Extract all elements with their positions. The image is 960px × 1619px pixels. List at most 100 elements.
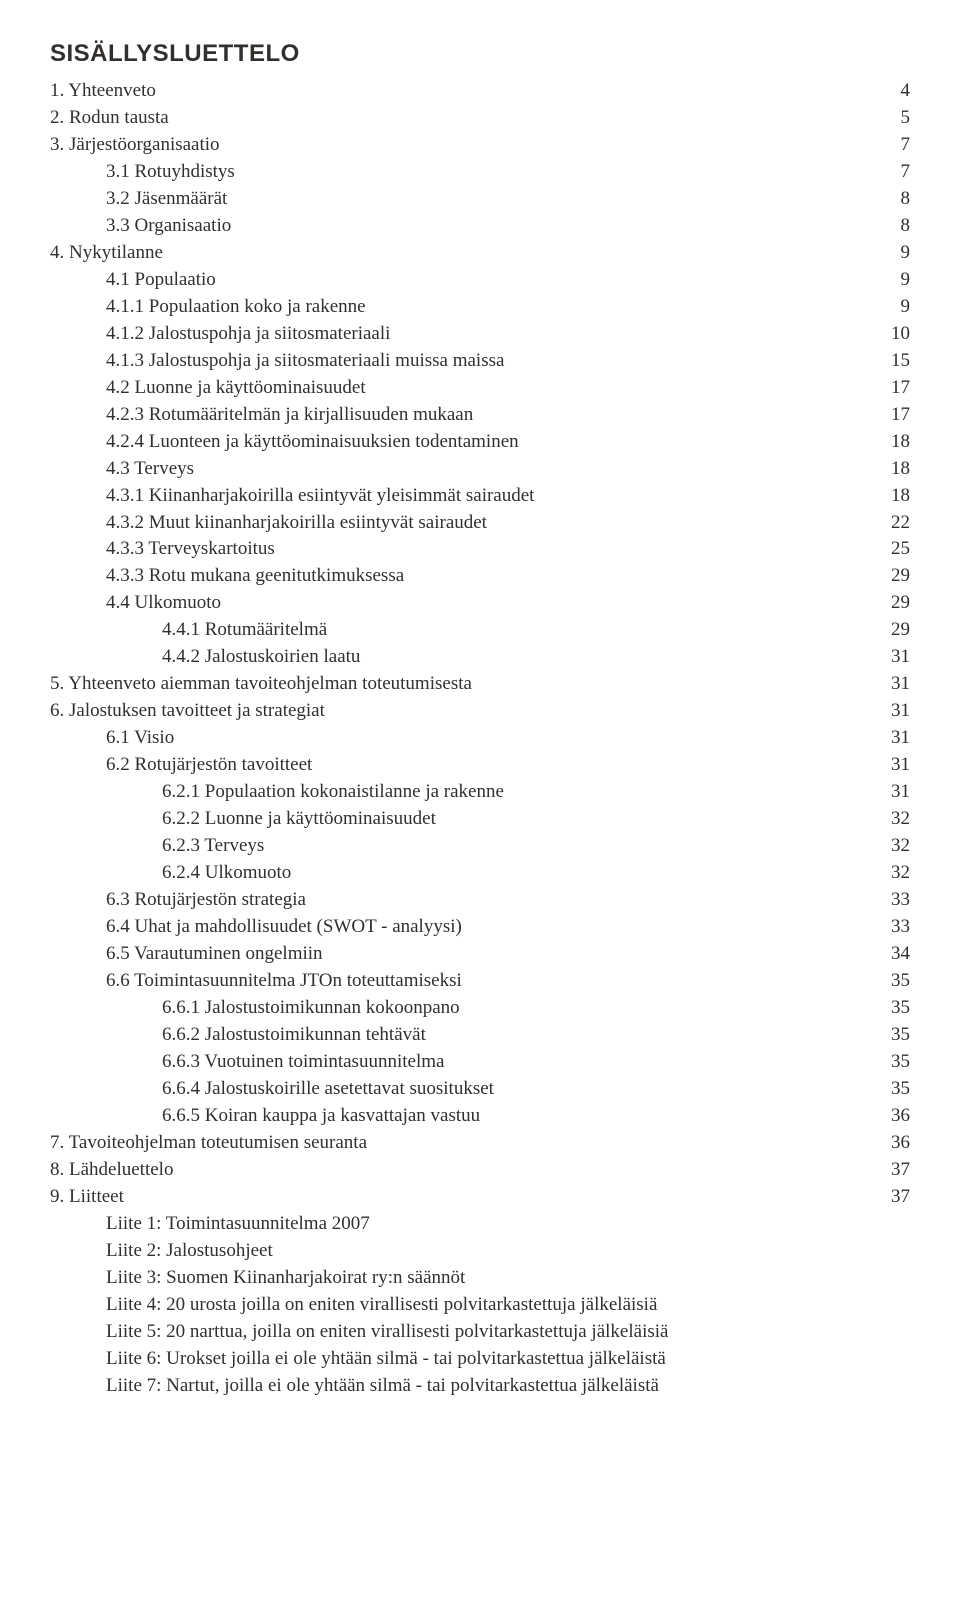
toc-row: 6.6.2 Jalostustoimikunnan tehtävät35 (50, 1022, 910, 1049)
toc-label: 6.6.1 Jalostustoimikunnan kokoonpano (50, 995, 460, 1022)
toc-label: 6.6.5 Koiran kauppa ja kasvattajan vastu… (50, 1103, 480, 1130)
toc-row: Liite 4: 20 urosta joilla on eniten vira… (50, 1292, 910, 1319)
toc-page-number: 31 (870, 644, 910, 671)
toc-row: 3.2 Jäsenmäärät8 (50, 186, 910, 213)
toc-row: 4.1.3 Jalostuspohja ja siitosmateriaali … (50, 348, 910, 375)
toc-label: 6.1 Visio (50, 725, 174, 752)
toc-page-number: 37 (870, 1157, 910, 1184)
toc-row: 9. Liitteet 37 (50, 1184, 910, 1211)
toc-page-number: 9 (870, 294, 910, 321)
toc-row: 6.2.3 Terveys32 (50, 833, 910, 860)
toc-page-number: 32 (870, 860, 910, 887)
toc-label: Liite 1: Toimintasuunnitelma 2007 (50, 1211, 370, 1238)
toc-label: 4.3.3 Terveyskartoitus (50, 536, 275, 563)
toc-label: Liite 6: Urokset joilla ei ole yhtään si… (50, 1346, 666, 1373)
toc-label: 3.3 Organisaatio (50, 213, 231, 240)
toc-row: 3.1 Rotuyhdistys7 (50, 159, 910, 186)
toc-row: 4.3 Terveys18 (50, 456, 910, 483)
toc-page-number: 32 (870, 806, 910, 833)
toc-label: 4.3.2 Muut kiinanharjakoirilla esiintyvä… (50, 510, 487, 537)
toc-page-number: 31 (870, 752, 910, 779)
toc-page-number: 9 (870, 240, 910, 267)
toc-row: 3. Järjestöorganisaatio 7 (50, 132, 910, 159)
toc-label: 6.6 Toimintasuunnitelma JTOn toteuttamis… (50, 968, 462, 995)
toc-label: 6.4 Uhat ja mahdollisuudet (SWOT - analy… (50, 914, 462, 941)
toc-page-number: 18 (870, 456, 910, 483)
toc-row: Liite 3: Suomen Kiinanharjakoirat ry:n s… (50, 1265, 910, 1292)
toc-label: 6.2 Rotujärjestön tavoitteet (50, 752, 312, 779)
toc-row: Liite 6: Urokset joilla ei ole yhtään si… (50, 1346, 910, 1373)
toc-row: Liite 1: Toimintasuunnitelma 2007 (50, 1211, 910, 1238)
toc-label: 7. Tavoiteohjelman toteutumisen seuranta (50, 1130, 367, 1157)
toc-row: 4.1 Populaatio 9 (50, 267, 910, 294)
toc-row: 5. Yhteenveto aiemman tavoiteohjelman to… (50, 671, 910, 698)
toc-row: 6.2.4 Ulkomuoto32 (50, 860, 910, 887)
toc-page-number: 7 (870, 132, 910, 159)
toc-page-number: 32 (870, 833, 910, 860)
toc-row: 4.2 Luonne ja käyttöominaisuudet17 (50, 375, 910, 402)
toc-row: 6.2.2 Luonne ja käyttöominaisuudet32 (50, 806, 910, 833)
toc-row: 6.6 Toimintasuunnitelma JTOn toteuttamis… (50, 968, 910, 995)
toc-page-number: 9 (870, 267, 910, 294)
toc-page-number: 29 (870, 590, 910, 617)
toc-label: 3. Järjestöorganisaatio (50, 132, 220, 159)
toc-label: Liite 2: Jalostusohjeet (50, 1238, 273, 1265)
toc-row: 8. Lähdeluettelo 37 (50, 1157, 910, 1184)
toc-page-number: 37 (870, 1184, 910, 1211)
toc-page-number: 18 (870, 483, 910, 510)
toc-row: Liite 7: Nartut, joilla ei ole yhtään si… (50, 1373, 910, 1400)
toc-page-number: 31 (870, 725, 910, 752)
toc-label: 6. Jalostuksen tavoitteet ja strategiat (50, 698, 325, 725)
toc-row: 4. Nykytilanne9 (50, 240, 910, 267)
toc-page-number: 22 (870, 510, 910, 537)
toc-page-number: 31 (870, 698, 910, 725)
toc-row: 4.3.2 Muut kiinanharjakoirilla esiintyvä… (50, 510, 910, 537)
toc-row: 1. Yhteenveto 4 (50, 78, 910, 105)
toc-row: 4.4 Ulkomuoto29 (50, 590, 910, 617)
toc-row: 4.1.1 Populaation koko ja rakenne9 (50, 294, 910, 321)
toc-page-number: 33 (870, 887, 910, 914)
toc-page-number: 10 (870, 321, 910, 348)
toc-page-number: 15 (870, 348, 910, 375)
toc-row: 3.3 Organisaatio 8 (50, 213, 910, 240)
toc-label: Liite 5: 20 narttua, joilla on eniten vi… (50, 1319, 668, 1346)
toc-page-number: 4 (870, 78, 910, 105)
toc-row: 4.3.1 Kiinanharjakoirilla esiintyvät yle… (50, 483, 910, 510)
toc-label: 6.5 Varautuminen ongelmiin (50, 941, 323, 968)
toc-label: 4.1.2 Jalostuspohja ja siitosmateriaali (50, 321, 390, 348)
toc-page-number: 8 (870, 213, 910, 240)
toc-row: 6.2 Rotujärjestön tavoitteet 31 (50, 752, 910, 779)
toc-row: 6.6.4 Jalostuskoirille asetettavat suosi… (50, 1076, 910, 1103)
toc-page-number: 17 (870, 402, 910, 429)
toc-page-number: 35 (870, 1022, 910, 1049)
toc-label: 4.2.3 Rotumääritelmän ja kirjallisuuden … (50, 402, 473, 429)
toc-label: 9. Liitteet (50, 1184, 124, 1211)
toc-row: 6.4 Uhat ja mahdollisuudet (SWOT - analy… (50, 914, 910, 941)
toc-label: 1. Yhteenveto (50, 78, 156, 105)
toc-label: 5. Yhteenveto aiemman tavoiteohjelman to… (50, 671, 472, 698)
toc-label: 6.6.3 Vuotuinen toimintasuunnitelma (50, 1049, 444, 1076)
toc-page-number: 35 (870, 1076, 910, 1103)
toc-label: 8. Lähdeluettelo (50, 1157, 173, 1184)
toc-label: 4.4.1 Rotumääritelmä (50, 617, 327, 644)
toc-row: 6. Jalostuksen tavoitteet ja strategiat 3… (50, 698, 910, 725)
toc-row: Liite 2: Jalostusohjeet (50, 1238, 910, 1265)
toc-page-number: 36 (870, 1130, 910, 1157)
toc-label: 6.6.4 Jalostuskoirille asetettavat suosi… (50, 1076, 494, 1103)
toc-page-number: 35 (870, 995, 910, 1022)
toc-label: 4.1.3 Jalostuspohja ja siitosmateriaali … (50, 348, 504, 375)
toc-label: 4.4.2 Jalostuskoirien laatu (50, 644, 360, 671)
toc-row: 4.2.4 Luonteen ja käyttöominaisuuksien t… (50, 429, 910, 456)
toc-label: 4.3.1 Kiinanharjakoirilla esiintyvät yle… (50, 483, 534, 510)
toc-row: 6.2.1 Populaation kokonaistilanne ja rak… (50, 779, 910, 806)
toc-label: Liite 3: Suomen Kiinanharjakoirat ry:n s… (50, 1265, 465, 1292)
toc-row: 6.6.5 Koiran kauppa ja kasvattajan vastu… (50, 1103, 910, 1130)
toc-label: 4.2 Luonne ja käyttöominaisuudet (50, 375, 366, 402)
toc-label: 2. Rodun tausta (50, 105, 169, 132)
toc-page-number: 7 (870, 159, 910, 186)
toc-label: 4.1 Populaatio (50, 267, 216, 294)
toc-row: 6.5 Varautuminen ongelmiin34 (50, 941, 910, 968)
toc-label: 6.3 Rotujärjestön strategia (50, 887, 306, 914)
toc-page-number: 18 (870, 429, 910, 456)
toc-page-number: 31 (870, 779, 910, 806)
